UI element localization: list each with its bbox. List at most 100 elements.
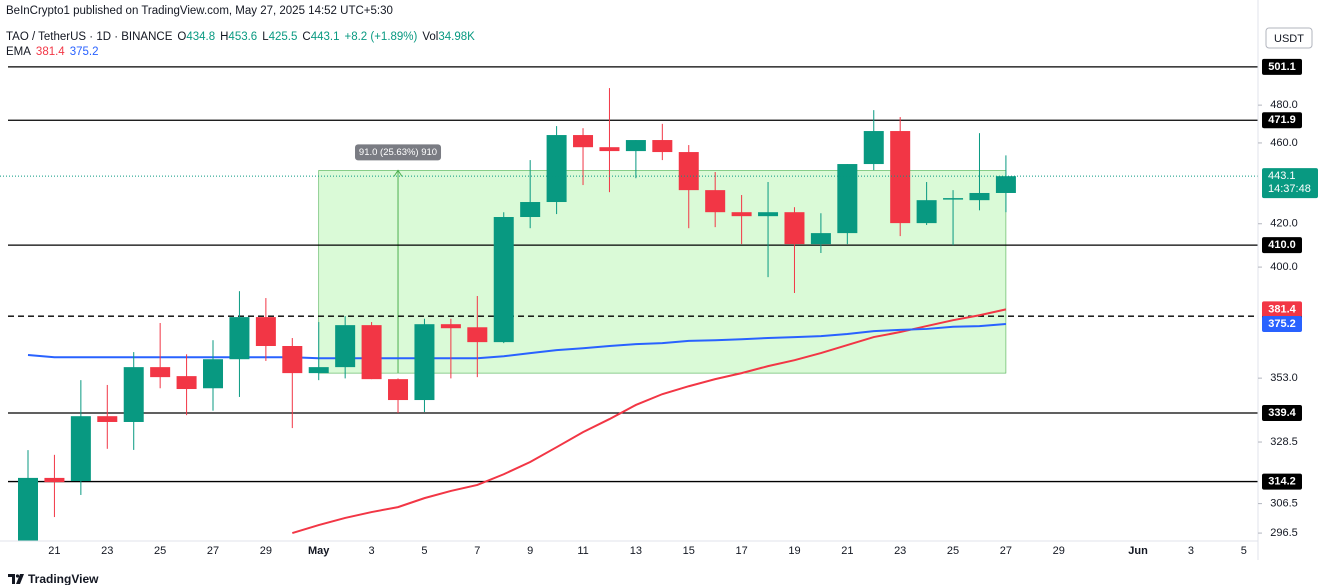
- x-tick-label: 21: [48, 545, 60, 557]
- change: +8.2 (+1.89%): [344, 31, 418, 43]
- candle-body: [731, 212, 752, 217]
- last-price: 443.1: [1268, 170, 1296, 182]
- ohlc-value: 453.6: [228, 31, 258, 43]
- currency: USDT: [1274, 33, 1304, 45]
- level-label-bg: [1262, 473, 1302, 490]
- y-tick-label: 460.0: [1270, 137, 1298, 149]
- volume-label: Vol: [422, 31, 439, 43]
- candle-body: [678, 152, 699, 191]
- y-tick-label: 296.5: [1270, 527, 1298, 539]
- footer: TradingView: [8, 572, 98, 585]
- x-tick-label: 11: [577, 545, 588, 557]
- candle-body: [625, 140, 646, 152]
- candle-body: [810, 233, 831, 245]
- candle-body: [493, 217, 514, 343]
- ema-label-bg: [1262, 315, 1302, 332]
- candle-body: [916, 200, 937, 224]
- candle-body: [652, 140, 673, 153]
- level-label: 314.2: [1268, 475, 1296, 487]
- candle-body: [784, 212, 805, 245]
- candle-body: [282, 346, 303, 374]
- ohlc-value: 425.5: [268, 31, 298, 43]
- countdown: 14:37:48: [1268, 183, 1311, 195]
- x-tick-label: 9: [527, 545, 533, 557]
- candle-body: [599, 147, 620, 152]
- level-label: 339.4: [1268, 407, 1296, 419]
- candle-body: [44, 477, 65, 483]
- x-tick-label: 29: [1053, 545, 1065, 557]
- last-price-bg: [1262, 168, 1318, 199]
- candle-body: [520, 202, 541, 218]
- candle-body: [229, 317, 250, 360]
- ema-value: 375.2: [69, 46, 99, 58]
- candle-body: [995, 176, 1016, 193]
- candle-body: [414, 324, 435, 401]
- candle-body: [573, 135, 594, 148]
- symbol: TAO / TetherUS · 1D · BINANCE: [6, 31, 173, 43]
- x-tick-label: 25: [947, 545, 959, 557]
- x-tick-label: 23: [894, 545, 906, 557]
- x-tick-label: 13: [630, 545, 642, 557]
- ema-label: EMA: [6, 46, 31, 58]
- candle-body: [176, 376, 197, 390]
- level-label-bg: [1262, 237, 1302, 254]
- volume: 34.98K: [438, 31, 475, 43]
- x-tick-label: 29: [260, 545, 272, 557]
- candle-body: [361, 325, 382, 380]
- candle-body: [890, 131, 911, 224]
- logo: [8, 574, 24, 584]
- x-tick-label: 5: [1241, 545, 1247, 557]
- ema-row: EMA 381.4 375.2: [6, 45, 475, 60]
- x-tick-label: Jun: [1128, 545, 1148, 557]
- axes: 296.5 306.5 328.5 353.0 400.0 420.0 460.0 480.0…: [48, 58, 1318, 557]
- level-label-bg: [1262, 58, 1302, 75]
- ohlc-value: 443.1: [310, 31, 340, 43]
- ema-value: 381.4: [35, 46, 65, 58]
- ema-label: 381.4: [1268, 303, 1296, 315]
- candle-body: [203, 359, 224, 389]
- x-tick-label: 27: [1000, 545, 1012, 557]
- level-label: 471.9: [1268, 114, 1296, 126]
- candle-body: [943, 198, 964, 200]
- symbol-row: TAO / TetherUS · 1D · BINANCE O434.8 H453.…: [6, 30, 475, 45]
- ohlc-label: C: [302, 31, 311, 43]
- x-tick-label: 19: [788, 545, 800, 557]
- candle-body: [255, 317, 276, 347]
- ema-line: [27, 322, 1006, 360]
- x-tick-label: 7: [474, 545, 480, 557]
- x-tick-label: 3: [369, 545, 375, 557]
- level-label-bg: [1262, 405, 1302, 422]
- level-label: 501.1: [1268, 61, 1296, 73]
- candle-body: [150, 367, 171, 378]
- ohlc-label: L: [262, 31, 269, 43]
- x-tick-label: 3: [1188, 545, 1194, 557]
- plot-area: 91.0 (25.63%) 910: [0, 66, 1258, 541]
- published: BeInCrypto1 published on TradingView.com…: [6, 5, 393, 17]
- x-tick-label: 5: [421, 545, 427, 557]
- y-tick-label: 306.5: [1270, 498, 1298, 510]
- candle-body: [335, 325, 356, 368]
- ema-label-bg: [1262, 301, 1302, 318]
- candle-body: [546, 135, 567, 203]
- candle-body: [70, 416, 91, 482]
- x-tick-label: 27: [207, 545, 219, 557]
- y-tick-label: 328.5: [1270, 436, 1298, 448]
- ohlc-value: 434.8: [186, 31, 216, 43]
- candle-body: [97, 416, 118, 422]
- candle-body: [863, 131, 884, 165]
- candle-body: [308, 367, 329, 374]
- legend: BeInCrypto1 published on TradingView.com…: [6, 4, 475, 60]
- x-tick-label: 25: [154, 545, 166, 557]
- y-tick-label: 480.0: [1270, 99, 1298, 111]
- x-tick-label: 17: [735, 545, 747, 557]
- measure-arrow-head: [393, 169, 403, 177]
- currency-box[interactable]: [1265, 27, 1313, 49]
- x-tick-label: 23: [101, 545, 113, 557]
- ema-label: 375.2: [1268, 318, 1296, 330]
- measure-label-bg: [355, 144, 442, 161]
- level-label: 410.0: [1268, 239, 1296, 251]
- candle-body: [18, 477, 38, 541]
- candle-body: [837, 164, 858, 234]
